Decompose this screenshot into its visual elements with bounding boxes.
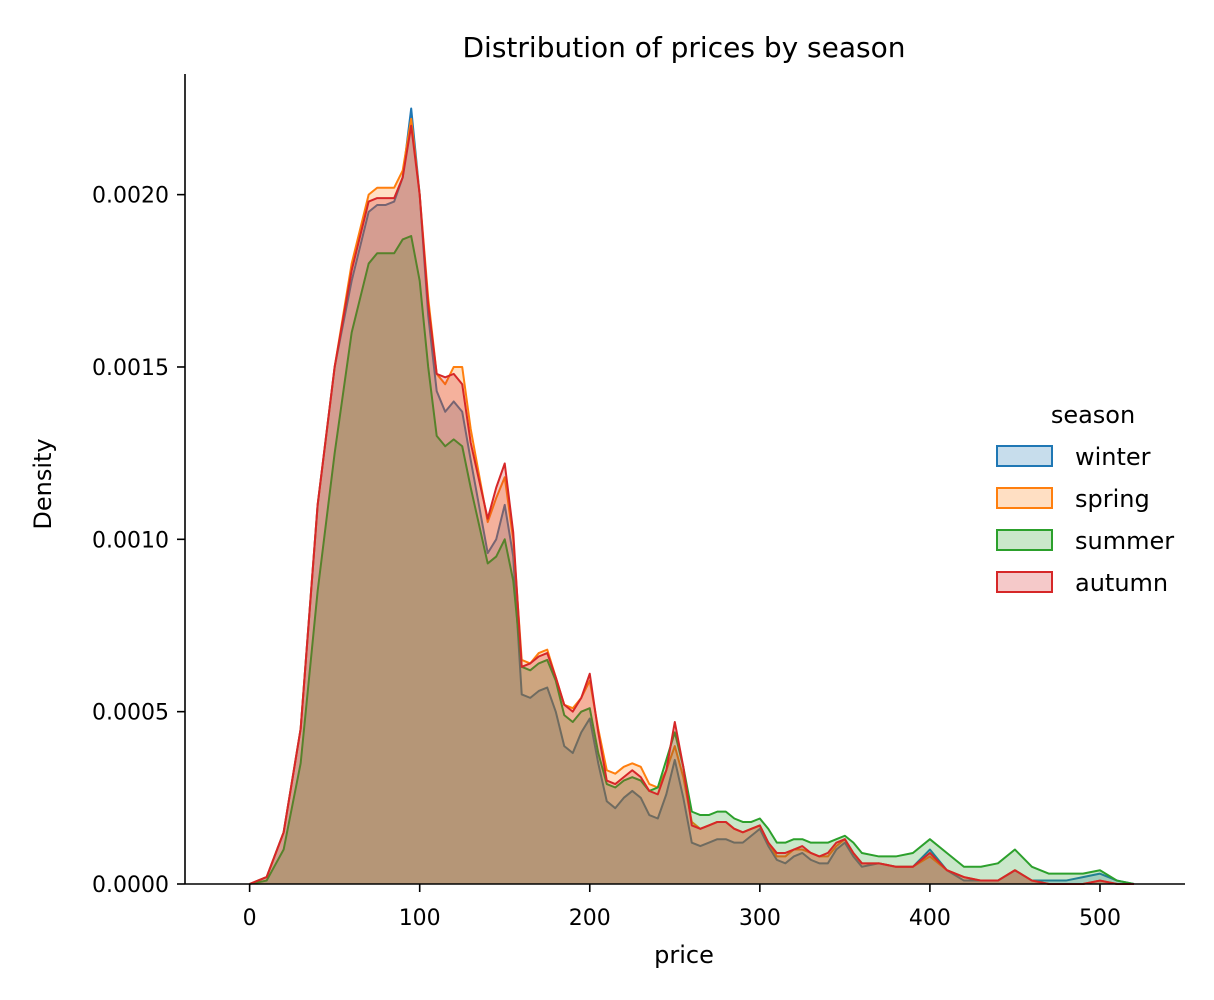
x-tick-label: 300 — [739, 906, 781, 931]
x-tick-label: 0 — [243, 906, 257, 931]
legend: season winter spring summer autumn — [996, 401, 1174, 597]
chart-title: Distribution of prices by season — [463, 31, 906, 64]
x-ticks: 0 100 200 300 400 500 — [243, 884, 1121, 931]
legend-label-winter: winter — [1075, 443, 1151, 471]
x-axis-label: price — [654, 941, 714, 969]
legend-label-spring: spring — [1075, 485, 1150, 513]
y-tick-label: 0.0010 — [92, 528, 169, 553]
legend-swatch-summer — [996, 529, 1053, 551]
y-tick-label: 0.0000 — [92, 873, 169, 898]
legend-label-autumn: autumn — [1075, 569, 1168, 597]
y-tick-label: 0.0005 — [92, 701, 169, 726]
series-area-summer — [249, 236, 1134, 884]
series-line-autumn — [249, 124, 1134, 885]
x-tick-label: 200 — [569, 906, 611, 931]
series-area-autumn — [249, 125, 1134, 884]
legend-swatch-winter — [996, 445, 1053, 467]
x-tick-label: 500 — [1079, 906, 1121, 931]
series-area-spring — [249, 118, 1134, 884]
x-tick-label: 100 — [399, 906, 441, 931]
x-tick-label: 400 — [909, 906, 951, 931]
y-axis-label: Density — [29, 438, 57, 529]
y-tick-label: 0.0015 — [92, 356, 169, 381]
y-tick-label: 0.0020 — [92, 184, 169, 209]
legend-swatch-autumn — [996, 571, 1053, 593]
series-area-winter — [249, 108, 1134, 885]
legend-swatch-spring — [996, 487, 1053, 509]
y-ticks: 0.0000 0.0005 0.0010 0.0015 0.0020 — [92, 184, 185, 898]
series-layer — [249, 107, 1135, 885]
legend-title: season — [1051, 401, 1135, 429]
legend-label-summer: summer — [1075, 527, 1174, 555]
series-line-summer — [249, 235, 1135, 885]
